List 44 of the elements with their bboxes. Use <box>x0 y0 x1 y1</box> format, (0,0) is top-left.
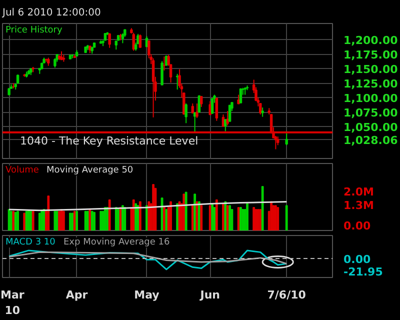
candlestick <box>196 102 198 118</box>
candlestick <box>108 32 111 48</box>
y-tick-label: -21.95 <box>344 266 383 279</box>
candlestick <box>184 102 188 124</box>
candlestick <box>224 118 227 132</box>
candlestick <box>138 34 142 48</box>
text: Jul 6 2010 12:00:00 <box>2 8 101 18</box>
y-tick-label: 1,200.00 <box>344 34 398 48</box>
candlestick <box>261 107 264 118</box>
x-tick-label: Mar 10 <box>0 288 25 318</box>
y-tick-label: 0.00 <box>344 220 371 232</box>
y-tick-label: 1,028.06 <box>344 134 398 147</box>
candlestick <box>215 98 218 122</box>
x-tick-label: Apr <box>66 288 88 302</box>
series-label: Exp Moving Average 16 <box>64 238 170 248</box>
series-label: MACD 3 10 <box>6 238 56 248</box>
line-series <box>8 251 288 264</box>
candlestick <box>152 58 155 118</box>
candlestick <box>210 98 214 114</box>
ref-line-label: 1040 - The Key Resistance Level <box>20 134 198 148</box>
x-tick-label: Jun <box>199 288 220 302</box>
y-tick-label: 1,175.00 <box>344 48 398 62</box>
text: Moving Average 50 <box>46 166 134 176</box>
candlestick <box>228 104 232 122</box>
text: Volume <box>6 166 40 176</box>
line-series <box>8 250 288 270</box>
y-tick-label: 2.0M <box>344 186 374 199</box>
candlestick <box>285 130 288 146</box>
candlestick <box>200 96 203 108</box>
candlestick <box>226 110 229 126</box>
y-tick-label: 1.3M <box>344 199 374 212</box>
y-tick-label: 1,150.00 <box>344 63 398 76</box>
x-tick-label: May <box>134 288 160 302</box>
x-tick-label: 7/6/10 <box>267 288 306 302</box>
candlestick <box>191 102 194 114</box>
y-tick-label: 1,100.00 <box>344 92 398 106</box>
y-tick-label: 1,075.00 <box>344 106 398 120</box>
candlestick <box>208 100 212 116</box>
y-tick-label: 1,050.00 <box>344 121 398 134</box>
candlestick <box>54 58 56 68</box>
y-tick-label: 0.00 <box>344 253 371 266</box>
candlestick <box>162 56 166 71</box>
chart-title: Price History <box>6 26 64 36</box>
y-tick-label: 1,125.00 <box>344 78 398 91</box>
